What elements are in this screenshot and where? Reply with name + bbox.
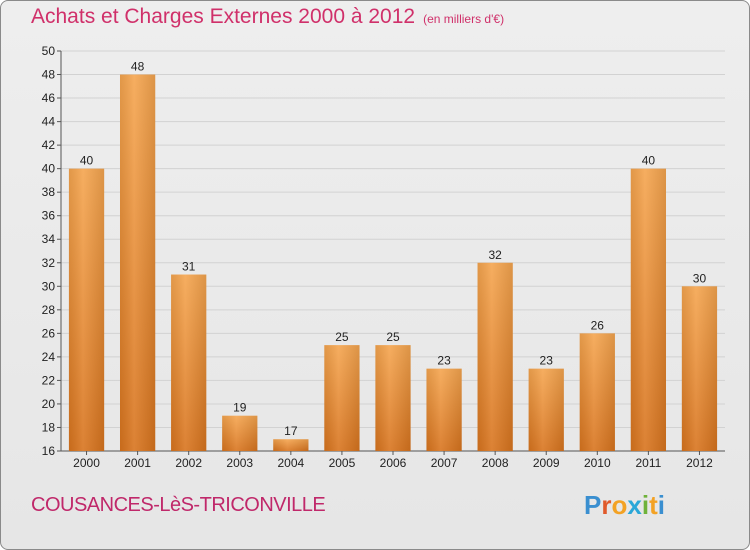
x-tick-label: 2005 — [329, 456, 356, 470]
bar-shading — [630, 168, 667, 451]
commune-name: COUSANCES-LèS-TRICONVILLE — [31, 494, 326, 516]
y-tick-label: 24 — [42, 350, 56, 364]
data-label: 40 — [642, 154, 656, 168]
bar-shading — [681, 286, 718, 451]
data-label: 23 — [437, 354, 451, 368]
data-label: 32 — [488, 248, 502, 262]
y-tick-label: 46 — [42, 91, 56, 105]
title-text: Achats et Charges Externes 2000 à 2012 — [31, 5, 416, 28]
x-tick-label: 2002 — [175, 456, 202, 470]
y-tick-label: 28 — [42, 303, 56, 317]
y-tick-label: 48 — [42, 68, 56, 82]
y-tick-label: 26 — [42, 326, 56, 340]
data-label: 31 — [182, 260, 196, 274]
y-tick-label: 30 — [42, 279, 56, 293]
y-tick-label: 44 — [42, 115, 56, 129]
bar-shading — [426, 368, 462, 451]
x-tick-label: 2009 — [533, 456, 560, 470]
y-tick-label: 40 — [42, 162, 56, 176]
bar-shading — [171, 274, 207, 451]
bar-shading — [579, 333, 615, 451]
x-tick-label: 2012 — [686, 456, 713, 470]
x-tick-label: 2008 — [482, 456, 509, 470]
y-tick-label: 32 — [42, 256, 56, 270]
bar-shading — [68, 168, 105, 451]
bar-shading — [477, 262, 513, 451]
proxiti-logo: Proxiti — [584, 490, 665, 520]
x-tick-label: 2007 — [431, 456, 458, 470]
bars — [68, 74, 718, 451]
y-tick-label: 36 — [42, 209, 56, 223]
x-tick-label: 2003 — [226, 456, 253, 470]
bar-shading — [119, 74, 156, 451]
y-tick-label: 34 — [42, 232, 56, 246]
data-label: 30 — [693, 271, 707, 285]
data-labels: 40 48 31 19 17 25 25 23 32 23 26 40 30 — [80, 60, 707, 439]
data-label: 26 — [591, 318, 605, 332]
x-tick-label: 2000 — [73, 456, 100, 470]
bar-shading — [528, 368, 564, 451]
y-tick-label: 18 — [42, 420, 56, 434]
x-tick-label: 2001 — [124, 456, 151, 470]
y-tick-label: 42 — [42, 138, 56, 152]
data-label: 25 — [386, 330, 400, 344]
bar-shading — [222, 415, 258, 451]
x-tick-label: 2010 — [584, 456, 611, 470]
data-label: 19 — [233, 401, 247, 415]
axes: 16 18 20 22 24 26 28 30 32 34 36 38 40 42 44 46 48 50 2000… — [42, 44, 725, 470]
title-unit: (en milliers d'€) — [423, 12, 505, 26]
chart-title: Achats et Charges Externes 2000 à 2012 (e… — [31, 5, 504, 29]
x-tick-label: 2004 — [277, 456, 304, 470]
data-label: 17 — [284, 424, 298, 438]
x-tick-label: 2006 — [380, 456, 407, 470]
bar-shading — [375, 345, 411, 451]
data-label: 23 — [540, 354, 554, 368]
y-tick-label: 16 — [42, 444, 56, 458]
x-tick-label: 2011 — [635, 456, 661, 470]
data-label: 40 — [80, 154, 94, 168]
y-tick-label: 50 — [42, 44, 56, 58]
bar-shading — [324, 345, 360, 451]
data-label: 48 — [131, 60, 145, 74]
data-label: 25 — [335, 330, 349, 344]
y-tick-label: 22 — [42, 373, 56, 387]
bar-shading — [273, 439, 309, 451]
y-tick-label: 20 — [42, 397, 56, 411]
y-tick-label: 38 — [42, 185, 56, 199]
